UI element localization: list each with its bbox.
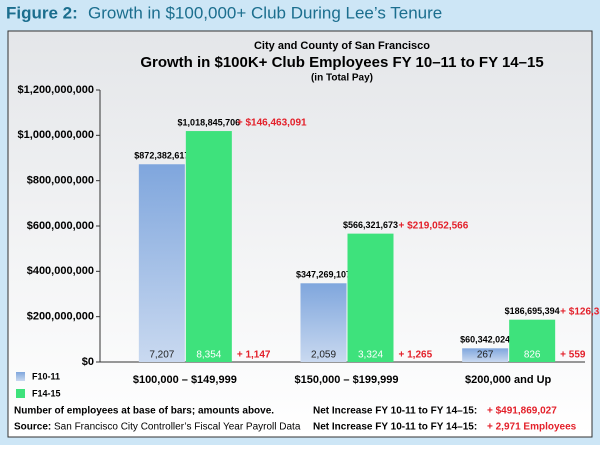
figure-title: Growth in $100,000+ Club During Lee’s Te… [88, 3, 442, 22]
y-tick-label: $0 [82, 356, 94, 368]
employee-count: 267 [477, 350, 494, 361]
net-pay-label: Net Increase FY 10-11 to FY 14–15: [313, 406, 477, 417]
legend-label: F10-11 [32, 371, 60, 381]
figure-label: Figure 2: [6, 3, 78, 22]
legend-swatch [16, 389, 25, 398]
legend-swatch [16, 372, 25, 381]
y-tick-label: $1,000,000,000 [18, 129, 94, 141]
source-label: Source: [14, 422, 51, 433]
value-label: $186,695,394 [505, 306, 560, 316]
x-tick-label: $200,000 and Up [465, 374, 551, 386]
chart-subtitle2: (in Total Pay) [311, 73, 373, 84]
chart-subtitle: Growth in $100K+ Club Employees FY 10–11… [140, 54, 543, 71]
increase-label: + $146,463,091 [237, 118, 307, 129]
net-emp: + 2,971 Employees [487, 422, 577, 433]
y-tick-label: $1,200,000,000 [18, 84, 94, 96]
bar [185, 131, 232, 362]
bar [300, 283, 347, 362]
chart-title: City and County of San Francisco [254, 40, 430, 52]
note: Number of employees at base of bars; amo… [14, 406, 274, 417]
net-emp-label: Net Increase FY 10-11 to FY 14–15: [313, 422, 477, 433]
bar [138, 164, 185, 362]
y-tick-label: $600,000,000 [27, 220, 94, 232]
increase-label: + $126,353,370 [560, 306, 600, 317]
employee-count: 2,059 [311, 350, 336, 361]
y-tick-label: $400,000,000 [27, 265, 94, 277]
bar [509, 319, 556, 362]
employee-increase: + 1,265 [399, 350, 433, 361]
value-label: $566,321,673 [343, 220, 398, 230]
net-pay: + $491,869,027 [487, 406, 557, 417]
employee-count: 3,324 [358, 350, 383, 361]
value-label: $1,018,845,706 [178, 117, 241, 127]
value-label: $347,269,107 [296, 270, 351, 280]
bar [462, 348, 509, 362]
employee-increase: + 559 [560, 350, 586, 361]
y-tick-label: $200,000,000 [27, 311, 94, 323]
value-label: $872,382,617 [134, 151, 189, 161]
employee-count: 7,207 [149, 350, 174, 361]
x-tick-label: $100,000 – $149,999 [133, 374, 237, 386]
source: San Francisco City Controller’s Fiscal Y… [54, 422, 301, 433]
employee-increase: + 1,147 [237, 350, 271, 361]
value-label: $60,342,024 [460, 335, 510, 345]
x-tick-label: $150,000 – $199,999 [295, 374, 399, 386]
employee-count: 826 [524, 350, 541, 361]
bar [347, 233, 394, 362]
legend-label: F14-15 [32, 388, 61, 398]
y-tick-label: $800,000,000 [27, 175, 94, 187]
employee-count: 8,354 [196, 350, 221, 361]
increase-label: + $219,052,566 [399, 220, 469, 231]
chart-panel [7, 30, 593, 438]
